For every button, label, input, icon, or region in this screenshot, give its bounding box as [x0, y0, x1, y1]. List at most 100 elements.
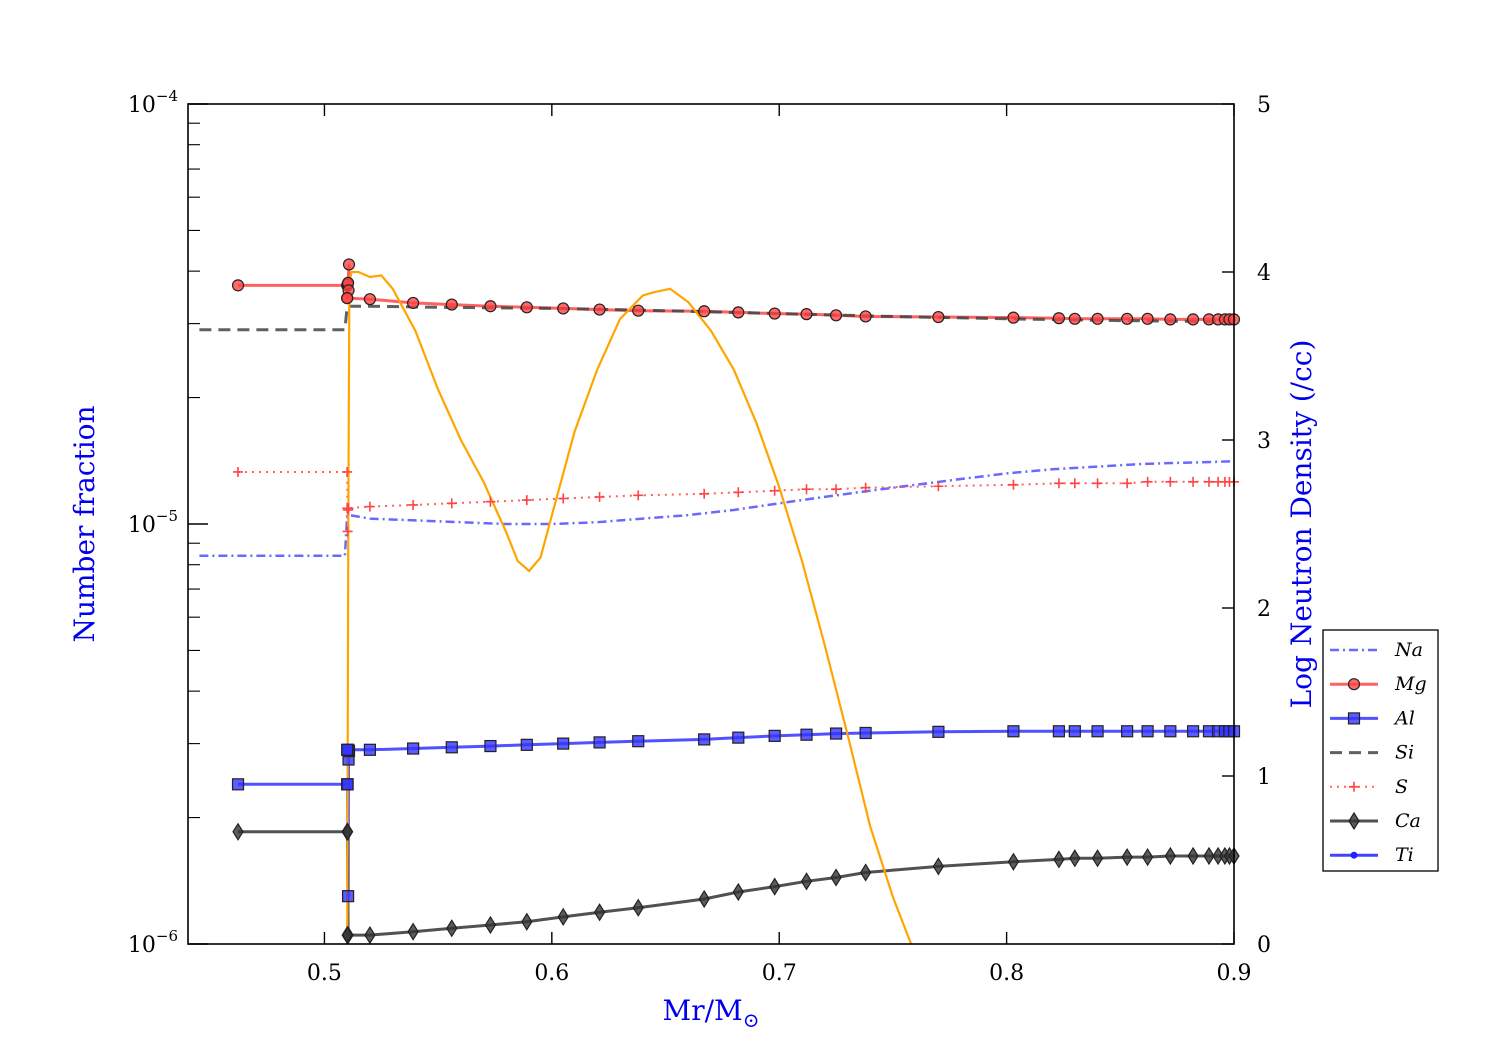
- series-mg-marker-20: [829, 309, 843, 322]
- series-mg-marker-28: [1141, 312, 1154, 325]
- series-ca-marker-17: [830, 868, 842, 887]
- x-tick-label-0: 0.5: [307, 961, 342, 986]
- series-ca-marker-18: [859, 863, 872, 882]
- series-al-marker-14: [593, 736, 606, 749]
- legend: Na Mg Al Si S Ca Ti: [1322, 629, 1439, 872]
- series-mg-marker-26: [1091, 312, 1104, 325]
- series-ca-marker-2: [341, 822, 354, 841]
- series-mg-marker-24: [1052, 312, 1066, 325]
- legend-ca-label: Ca: [1395, 810, 1421, 832]
- series-mg-marker-18: [768, 307, 781, 320]
- series-al-marker-21: [859, 726, 872, 740]
- series-ca-marker-15: [768, 877, 781, 896]
- series-s-marker-8: [446, 498, 457, 509]
- series-mg-marker-15: [632, 304, 645, 317]
- legend-al-label: Al: [1393, 707, 1415, 729]
- series-ca-marker-21: [1053, 850, 1065, 869]
- series-ca-marker-19: [932, 857, 945, 876]
- legend-ti-marker-0: [1350, 851, 1358, 859]
- series-s-marker-14: [699, 488, 710, 499]
- series-al-marker-10: [445, 741, 458, 754]
- series-ca-marker-27: [1187, 846, 1199, 866]
- series-ca-marker-13: [698, 889, 710, 909]
- series-mg-marker-17: [732, 306, 745, 319]
- legend-ti-label: Ti: [1395, 844, 1414, 866]
- series-s-marker-29: [1203, 476, 1214, 487]
- series-mg-marker-9: [407, 296, 420, 310]
- series-ca-marker-23: [1091, 849, 1104, 868]
- series-s-marker-11: [558, 493, 569, 504]
- y-right-tick-label-4: 4: [1257, 261, 1271, 286]
- series-s-marker-28: [1188, 476, 1199, 487]
- series-ca-marker-20: [1007, 852, 1020, 871]
- series-al-marker-18: [768, 729, 781, 742]
- series-mg-marker-23: [1007, 311, 1020, 324]
- series-mg-marker-7: [341, 292, 354, 305]
- series-s-marker-13: [633, 490, 644, 501]
- series-al-marker-25: [1068, 725, 1081, 738]
- series-mg-marker-12: [520, 301, 533, 314]
- series-s-marker-1: [342, 466, 353, 477]
- y-left-tick-label-0: 10−4: [128, 87, 178, 118]
- series-al-marker-0: [231, 778, 245, 791]
- x-tick-label-3: 0.8: [989, 961, 1024, 986]
- series-s-marker-27: [1165, 476, 1176, 487]
- series-al-marker-16: [698, 733, 711, 746]
- series-neutron-density-line: [346, 270, 913, 944]
- series-al-marker-11: [484, 739, 497, 753]
- series-s-marker-23: [1069, 478, 1080, 489]
- series-al-marker-19: [800, 728, 813, 741]
- series-al-marker-26: [1091, 725, 1104, 738]
- x-tick-label-1: 0.6: [534, 961, 569, 986]
- legend-s-label: S: [1395, 776, 1408, 798]
- series-mg-marker-10: [445, 298, 458, 311]
- legend-frame: [1322, 629, 1439, 872]
- marker-layer: [231, 258, 1241, 945]
- x-axis-title-main: Mr/M: [663, 994, 743, 1027]
- series-al-marker-28: [1141, 725, 1154, 738]
- series-ca-marker-11: [593, 903, 606, 922]
- series-s-marker-7: [408, 499, 419, 510]
- series-al-marker-29: [1164, 725, 1177, 738]
- series-s-marker-18: [831, 484, 842, 495]
- series-mg-marker-25: [1068, 312, 1081, 325]
- series-s-marker-21: [1008, 479, 1019, 490]
- series-s-marker-10: [521, 495, 532, 506]
- y-left-axis-title: Number fraction: [68, 405, 101, 642]
- series-al-marker-3: [341, 890, 355, 903]
- x-tick-label-2: 0.7: [762, 961, 797, 986]
- series-al-marker-27: [1121, 725, 1134, 738]
- y-left-tick-label-2: 10−6: [128, 927, 178, 958]
- series-ca-marker-4: [341, 925, 353, 945]
- series-ca-marker-7: [446, 919, 458, 938]
- series-s-marker-17: [801, 484, 812, 495]
- series-ca-marker-25: [1141, 848, 1154, 867]
- series-al-marker-22: [932, 725, 945, 738]
- series-mg-marker-0: [231, 279, 245, 292]
- series-s-marker-24: [1092, 478, 1103, 489]
- legend-na-label: Na: [1394, 639, 1423, 661]
- legend-s-marker-0: [1349, 781, 1359, 792]
- series-s-marker-26: [1142, 476, 1153, 487]
- series-si-line: [199, 304, 1234, 332]
- series-al-marker-15: [632, 735, 645, 748]
- series-al-marker-30: [1186, 725, 1200, 738]
- series-s-marker-6: [364, 501, 375, 512]
- y-right-tick-label-1: 1: [1257, 765, 1271, 790]
- series-s-marker-25: [1122, 478, 1133, 489]
- y-right-tick-label-5: 5: [1257, 93, 1271, 118]
- series-al-marker-9: [407, 742, 420, 755]
- series-al-marker-8: [363, 743, 377, 756]
- x-tick-label-4: 0.9: [1217, 961, 1252, 986]
- series-s-marker-20: [933, 481, 944, 492]
- series-ca-marker-9: [521, 912, 533, 931]
- tick-layer: 0.5 0.6 0.7 0.8 0.9 10−4 10−5 10−6 0 1 2 3 4 5: [128, 87, 1271, 986]
- series-layer: [199, 264, 1234, 944]
- series-mg-marker-30: [1186, 313, 1200, 326]
- series-s-marker-12: [594, 491, 605, 502]
- series-al-marker-2: [341, 778, 354, 791]
- series-s-marker-2: [342, 526, 353, 537]
- series-mg-marker-21: [859, 310, 872, 323]
- series-s-marker-9: [485, 496, 496, 507]
